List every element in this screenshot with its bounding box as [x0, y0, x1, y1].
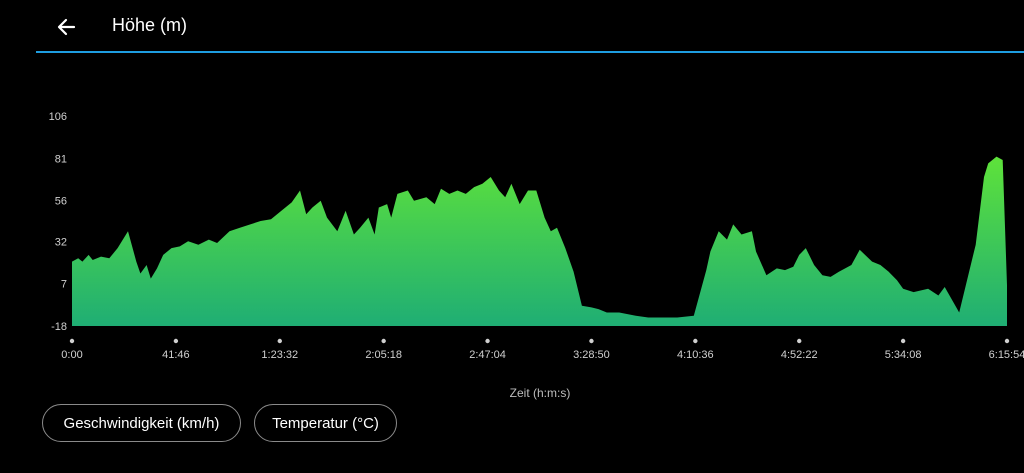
elevation-area	[72, 156, 1007, 326]
x-tick-label: 2:47:04	[469, 349, 506, 361]
x-tick-dot	[1004, 338, 1010, 344]
y-tick-label: 81	[55, 153, 67, 165]
header-divider	[36, 51, 1024, 53]
y-tick-label: 106	[49, 111, 67, 123]
app-header: Höhe (m)	[0, 0, 1024, 54]
x-tick-label: 2:05:18	[365, 349, 402, 361]
y-tick-label: 32	[55, 236, 67, 248]
x-tick-dot	[381, 338, 386, 344]
temperature-button[interactable]: Temperatur (°C)	[254, 404, 397, 442]
x-tick-dot	[693, 338, 698, 344]
x-tick-dot	[277, 338, 282, 344]
page-title: Höhe (m)	[112, 15, 188, 35]
y-tick-label: -18	[51, 321, 67, 333]
arrow-left-icon	[57, 18, 76, 36]
x-tick-label: 0:00	[61, 349, 82, 361]
x-tick-label: 4:10:36	[677, 349, 714, 361]
x-tick-label: 5:34:08	[885, 349, 922, 361]
x-tick-dot	[173, 338, 179, 344]
x-tick-dot	[485, 338, 490, 344]
x-tick-dot	[69, 338, 75, 344]
x-tick-dot	[797, 338, 802, 344]
x-tick-dot	[900, 338, 906, 344]
back-button[interactable]	[52, 12, 82, 42]
x-axis-title: Zeit (h:m:s)	[509, 386, 571, 400]
x-tick-label: 4:52:22	[781, 349, 818, 361]
x-tick-label: 6:15:54	[989, 349, 1024, 361]
x-tick-label: 1:23:32	[261, 349, 298, 361]
x-tick-label: 3:28:50	[573, 349, 610, 361]
x-tick-dot	[589, 338, 594, 344]
speed-button[interactable]: Geschwindigkeit (km/h)	[42, 404, 241, 442]
y-tick-label: 56	[55, 196, 67, 208]
y-tick-label: 7	[61, 279, 67, 291]
x-tick-label: 41:46	[162, 349, 190, 361]
